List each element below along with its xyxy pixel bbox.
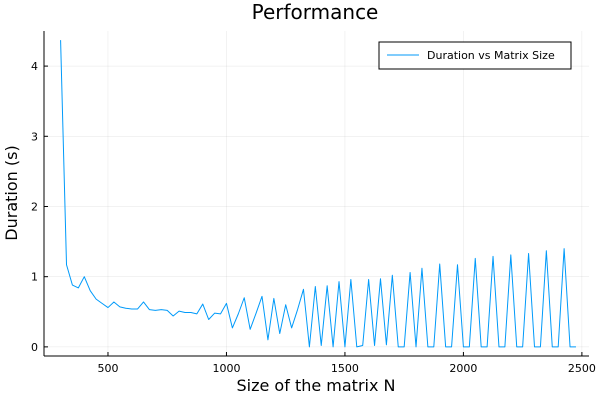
series-layer bbox=[60, 40, 576, 348]
y-tick-label: 1 bbox=[31, 271, 38, 284]
axes-layer bbox=[43, 31, 589, 357]
y-tick-label: 0 bbox=[31, 341, 38, 354]
legend-label: Duration vs Matrix Size bbox=[427, 49, 555, 62]
x-tick-label: 1000 bbox=[212, 362, 240, 375]
y-tick-label: 2 bbox=[31, 200, 38, 213]
x-tick-label: 500 bbox=[97, 362, 118, 375]
y-tick-label: 4 bbox=[31, 60, 38, 73]
ticks-layer: 500 1000 1500 2000 2500 0 1 2 3 4 bbox=[31, 60, 596, 375]
x-tick-label: 2000 bbox=[449, 362, 477, 375]
y-tick-label: 3 bbox=[31, 130, 38, 143]
x-axis-label: Size of the matrix N bbox=[237, 376, 396, 395]
x-tick-label: 1500 bbox=[331, 362, 359, 375]
y-axis-label: Duration (s) bbox=[2, 145, 21, 240]
legend: Duration vs Matrix Size bbox=[378, 41, 572, 70]
series-line-0 bbox=[60, 40, 576, 348]
x-tick-label: 2500 bbox=[568, 362, 596, 375]
chart-title: Performance bbox=[252, 0, 379, 24]
